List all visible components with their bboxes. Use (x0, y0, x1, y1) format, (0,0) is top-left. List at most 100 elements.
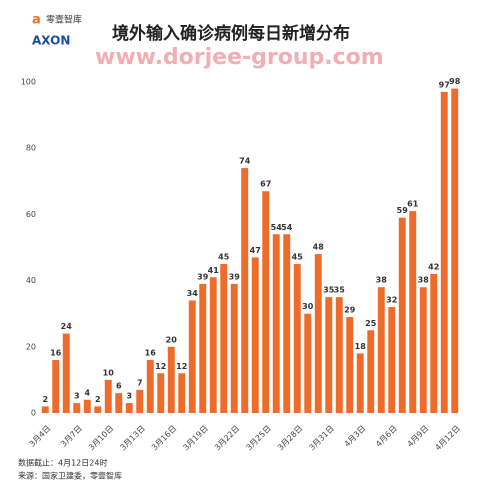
bar (73, 403, 81, 413)
value-label: 39 (229, 272, 241, 281)
x-tick-label: 4月9日 (406, 424, 431, 449)
bar (157, 373, 165, 413)
x-tick-label: 3月10日 (87, 424, 115, 452)
bar (146, 360, 154, 413)
bar (440, 91, 448, 414)
x-tick-label: 4月6日 (374, 424, 399, 449)
logo-mark: a (32, 13, 41, 28)
footnote: 来源：国家卫建委，零壹智库 (18, 471, 122, 481)
bar (367, 330, 375, 413)
value-label: 25 (365, 319, 377, 328)
value-label: 41 (208, 266, 220, 275)
bar (83, 399, 91, 413)
y-tick-label: 100 (21, 78, 36, 87)
bar (62, 333, 70, 413)
value-label: 54 (271, 223, 283, 232)
value-label: 38 (418, 276, 430, 285)
value-label: 42 (428, 262, 439, 271)
bar (304, 313, 312, 413)
bar (167, 346, 175, 413)
value-label: 38 (376, 276, 388, 285)
value-label: 18 (355, 342, 367, 351)
bar (188, 300, 196, 413)
value-label: 4 (84, 388, 90, 397)
bar (178, 373, 186, 413)
value-label: 30 (302, 302, 314, 311)
x-tick-label: 4月3日 (343, 424, 368, 449)
bar (136, 389, 144, 413)
logo: AXON (32, 34, 70, 48)
chart-title: 境外输入确诊病例每日新增分布 (112, 23, 350, 44)
brand: 零壹智库 (46, 14, 82, 26)
value-label: 98 (449, 77, 461, 86)
watermark: www.dorjee-group.com (95, 45, 384, 70)
bar (52, 360, 60, 413)
footnote: 数据截止：4月12日24时 (18, 458, 107, 468)
x-tick-label: 3月19日 (181, 424, 209, 452)
bar (430, 273, 438, 413)
value-label: 59 (397, 206, 409, 215)
bar (199, 283, 207, 413)
x-tick-label: 4月12日 (433, 424, 461, 452)
bar (377, 287, 385, 413)
value-label: 35 (334, 286, 346, 295)
x-tick-label: 3月4日 (28, 424, 53, 449)
value-label: 7 (137, 378, 143, 387)
bar (272, 234, 280, 413)
value-label: 74 (239, 157, 251, 166)
bar (346, 317, 354, 413)
value-label: 10 (103, 368, 115, 377)
value-label: 12 (176, 362, 187, 371)
value-label: 34 (187, 289, 199, 298)
x-tick-label: 3月22日 (213, 424, 241, 452)
x-tick-label: 3月31日 (307, 424, 335, 452)
x-tick-label: 3月7日 (59, 424, 84, 449)
value-label: 97 (439, 80, 450, 89)
bar (451, 88, 459, 414)
bar (419, 287, 427, 413)
value-label: 54 (281, 223, 293, 232)
y-tick-label: 40 (26, 276, 36, 285)
value-label: 29 (344, 306, 356, 315)
value-label: 61 (407, 200, 419, 209)
bar (230, 283, 238, 413)
bar (325, 297, 333, 413)
value-label: 35 (323, 286, 335, 295)
bar (209, 277, 217, 413)
bar (293, 264, 301, 413)
x-tick-label: 3月25日 (244, 424, 272, 452)
bar (115, 393, 123, 413)
value-label: 2 (42, 395, 48, 404)
bar (335, 297, 343, 413)
value-label: 39 (197, 272, 209, 281)
bar (220, 264, 228, 413)
y-tick-label: 80 (26, 144, 36, 153)
value-label: 32 (386, 296, 397, 305)
value-label: 67 (260, 180, 271, 189)
value-label: 2 (95, 395, 101, 404)
bar (283, 234, 291, 413)
x-tick-label: 3月16日 (150, 424, 178, 452)
y-tick-label: 20 (26, 342, 36, 351)
bar (94, 406, 102, 413)
value-label: 24 (61, 322, 73, 331)
bar (314, 254, 322, 413)
value-label: 47 (250, 246, 261, 255)
value-label: 12 (155, 362, 166, 371)
bar (41, 406, 49, 413)
value-label: 3 (74, 392, 80, 401)
value-label: 48 (313, 243, 325, 252)
value-label: 45 (292, 253, 304, 262)
bar (388, 307, 396, 413)
bar (104, 379, 112, 413)
bar (398, 217, 406, 413)
value-label: 6 (116, 382, 122, 391)
x-tick-label: 3月28日 (276, 424, 304, 452)
y-tick-label: 0 (31, 409, 36, 418)
bar (251, 257, 259, 413)
x-tick-label: 3月13日 (118, 424, 146, 452)
bar (241, 168, 249, 413)
y-tick-label: 60 (26, 210, 36, 219)
